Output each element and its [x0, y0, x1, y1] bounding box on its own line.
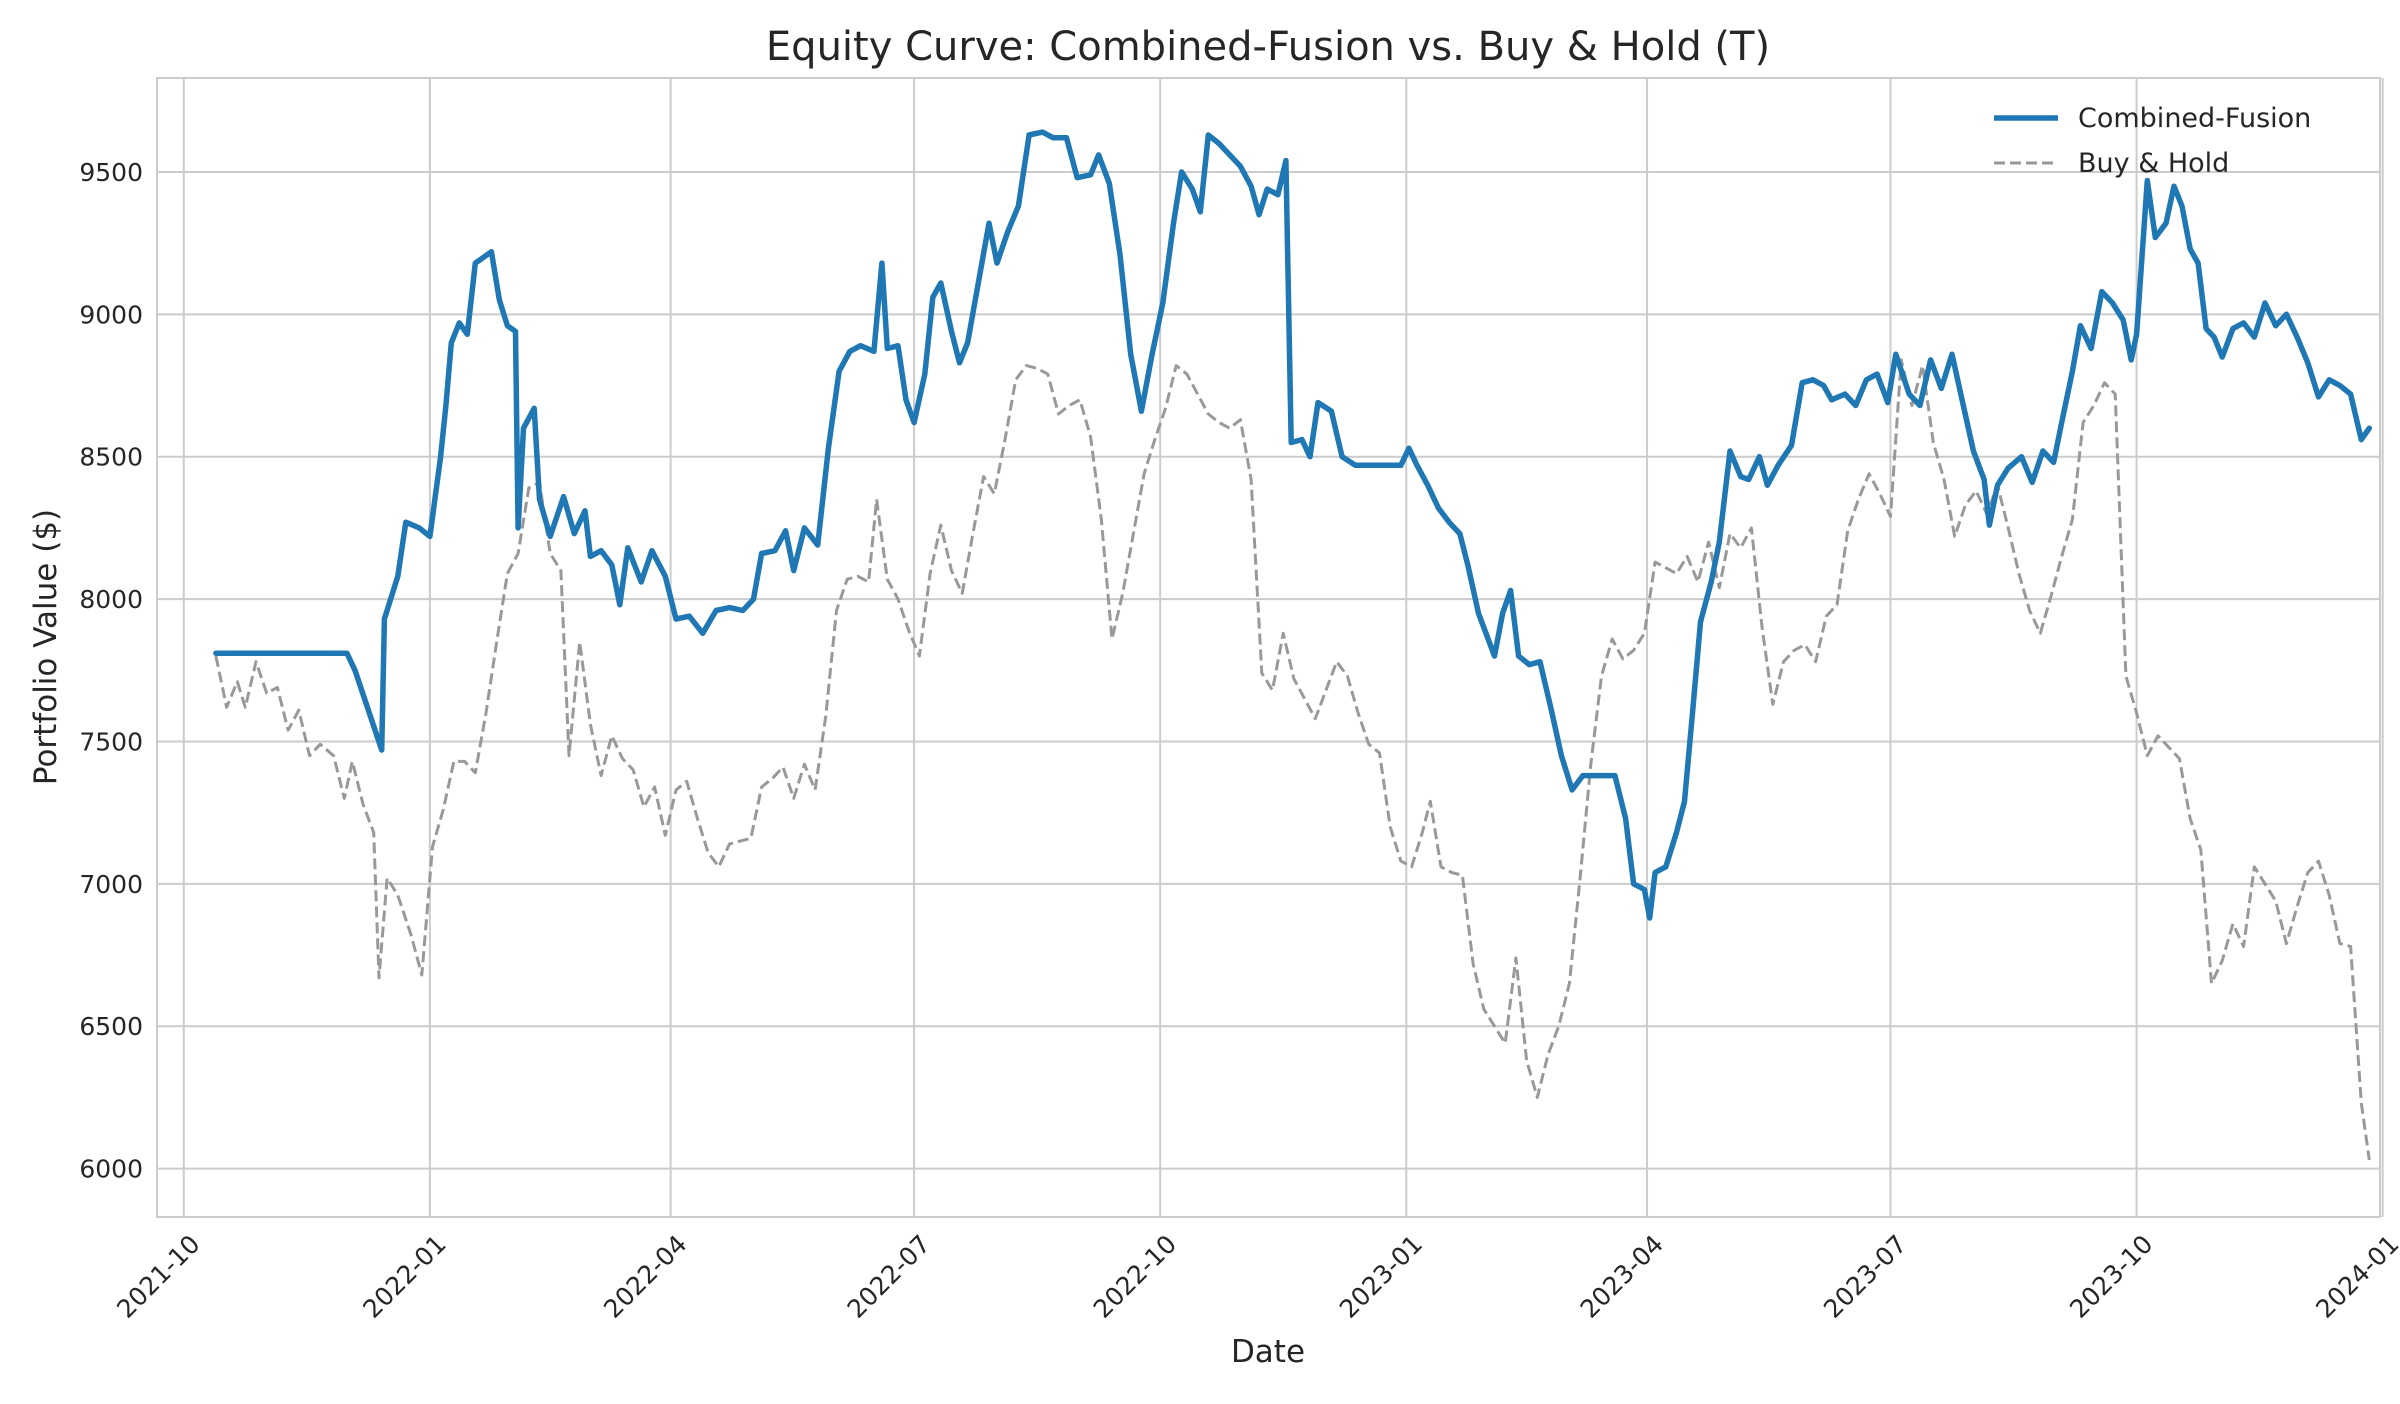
plot-frame: [156, 77, 2381, 1218]
grid: [157, 78, 2384, 1217]
y-axis-ticks: 6000 6500 7000 7500 8000 8500 9000 9500: [79, 158, 143, 1184]
series-layer: [213, 129, 2373, 1161]
y-tick-label: 7000: [79, 870, 143, 899]
y-tick-label: 6500: [79, 1012, 143, 1041]
series-line-buy-and-hold: [214, 358, 2371, 1161]
legend: Combined-Fusion Buy & Hold: [1994, 103, 2311, 179]
y-tick-label: 9500: [79, 158, 143, 187]
series-line-combined-fusion: [213, 129, 2373, 921]
y-axis-label: Portfolio Value ($): [28, 509, 64, 785]
y-tick-label: 6000: [79, 1155, 143, 1184]
y-tick-label: 8000: [79, 585, 143, 614]
legend-label: Combined-Fusion: [2078, 103, 2311, 134]
y-tick-label: 9000: [79, 300, 143, 329]
y-tick-label: 8500: [79, 443, 143, 472]
x-axis-label: Date: [1231, 1334, 1305, 1370]
legend-label: Buy & Hold: [2078, 148, 2229, 179]
chart-title: Equity Curve: Combined-Fusion vs. Buy & …: [766, 24, 1770, 70]
y-tick-label: 7500: [79, 727, 143, 756]
